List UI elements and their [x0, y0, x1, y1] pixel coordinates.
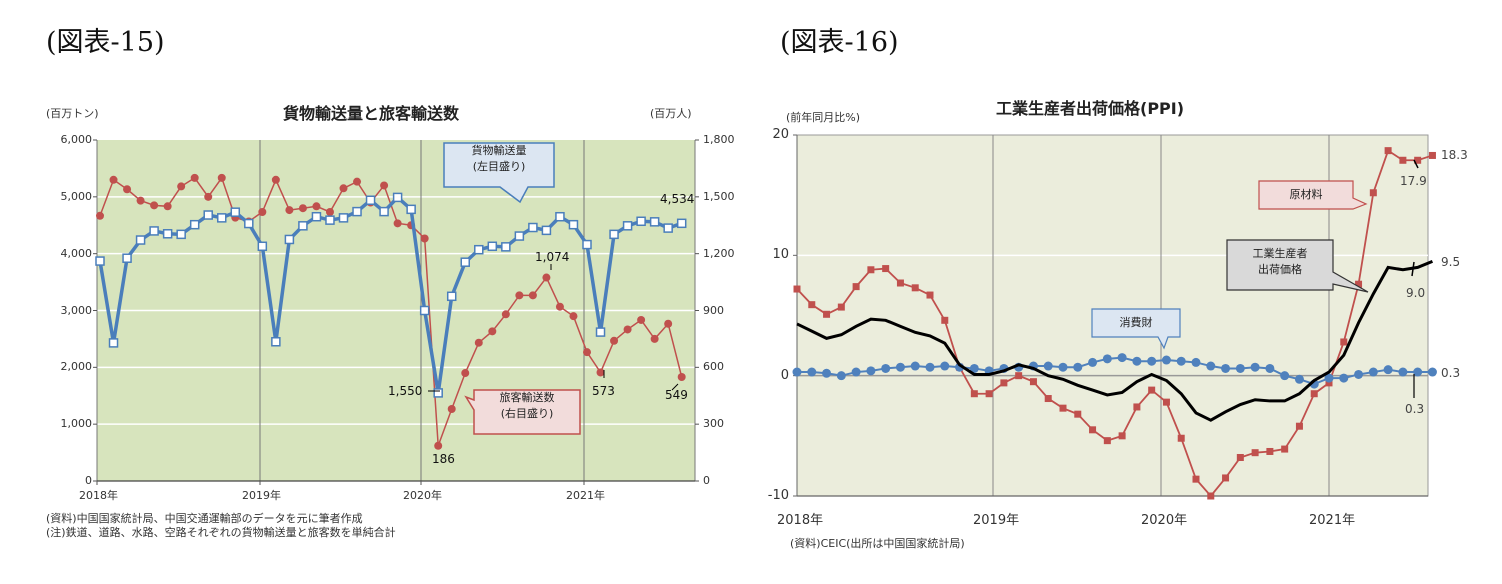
- annotation-ppi-last: 9.5: [1441, 255, 1461, 269]
- left-axis-tick: 4,000: [60, 246, 93, 260]
- left-axis-tick: 3,000: [60, 303, 93, 317]
- ppi-source-note: (資料)CEIC(出所は中国国家統計局): [790, 537, 965, 550]
- callout-passenger-line1: 旅客輸送数: [499, 391, 555, 404]
- annotation-cons-prev: 0.3: [1405, 402, 1425, 416]
- callout-passenger: 旅客輸送数 (右目盛り): [474, 390, 580, 434]
- callout-raw: 原材料: [1259, 181, 1353, 209]
- right-axis-tick: 600: [703, 360, 724, 374]
- right-axis-tick: 1,200: [703, 246, 735, 260]
- right-axis-tick: 900: [703, 303, 724, 317]
- callout-raw-label: 原材料: [1289, 188, 1323, 201]
- annotation-cons-last: 0.3: [1441, 366, 1461, 380]
- ppi-y-axis-tick: 0: [780, 367, 789, 383]
- callout-ppi: 工業生産者 出荷価格: [1227, 240, 1333, 284]
- left-axis-tick: 0: [85, 474, 92, 487]
- left-axis-tick: 2,000: [60, 360, 93, 374]
- annotation-ppi-prev: 9.0: [1406, 286, 1426, 300]
- x-axis-tick: 2020年: [403, 489, 442, 502]
- freight-passenger-chart: [93, 139, 699, 485]
- ppi-x-axis-tick: 2018年: [777, 513, 824, 528]
- ppi-y-axis-tick: -10: [767, 488, 789, 503]
- left-axis-tick: 1,000: [60, 417, 93, 431]
- ppi-x-axis-tick: 2021年: [1309, 513, 1356, 528]
- right-axis-tick: 1,800: [703, 133, 735, 146]
- callout-passenger-line2: (右目盛り): [500, 407, 554, 420]
- right-axis-tick: 0: [703, 474, 710, 487]
- annotation-raw-prev: 17.9: [1400, 174, 1427, 188]
- right-axis-unit: (百万人): [650, 107, 692, 120]
- left-axis-tick: 5,000: [60, 189, 93, 203]
- chart-title: 貨物輸送量と旅客輸送数: [283, 104, 460, 123]
- left-axis-tick: 6,000: [60, 133, 93, 146]
- annotation-freight-min: 1,550: [388, 384, 423, 398]
- callout-consumer: 消費財: [1092, 309, 1180, 337]
- right-axis-tick: 300: [703, 417, 724, 431]
- x-axis-tick: 2019年: [242, 489, 281, 502]
- figure-16-label: (図表-16): [780, 27, 899, 58]
- right-axis-tick: 1,500: [703, 189, 735, 203]
- callout-consumer-label: 消費財: [1119, 316, 1153, 329]
- callout-freight-line2: (左目盛り): [472, 160, 526, 173]
- callout-ppi-line2: 出荷価格: [1258, 263, 1302, 276]
- ppi-y-axis-tick: 10: [772, 247, 789, 263]
- annotation-pass-peak: 1,074: [535, 250, 570, 264]
- annotation-raw-last: 18.3: [1441, 148, 1468, 162]
- ppi-axis-unit: (前年同月比%): [786, 111, 861, 124]
- callout-freight-line1: 貨物輸送量: [471, 144, 527, 157]
- figure-15-label: (図表-15): [46, 27, 165, 58]
- x-axis-tick: 2021年: [566, 489, 605, 502]
- ppi-x-axis-tick: 2020年: [1141, 513, 1188, 528]
- ppi-chart-title: 工業生産者出荷価格(PPI): [996, 99, 1185, 118]
- footnote: (注)鉄道、道路、水路、空路それぞれの貨物輸送量と旅客数を単純合計: [46, 526, 396, 539]
- annotation-pass-2021-feb: 573: [592, 384, 615, 398]
- annotation-freight-last: 4,534: [660, 192, 695, 206]
- annotation-pass-last: 549: [665, 388, 688, 402]
- callout-freight: 貨物輸送量 (左目盛り): [444, 143, 554, 187]
- x-axis-tick: 2018年: [79, 489, 118, 502]
- ppi-y-axis-tick: 20: [772, 127, 789, 142]
- left-axis-unit: (百万トン): [46, 107, 99, 120]
- callout-ppi-line1: 工業生産者: [1252, 247, 1308, 260]
- annotation-pass-min: 186: [432, 452, 455, 466]
- source-note: (資料)中国国家統計局、中国交通運輸部のデータを元に筆者作成: [46, 512, 363, 525]
- ppi-x-axis-tick: 2019年: [973, 513, 1020, 528]
